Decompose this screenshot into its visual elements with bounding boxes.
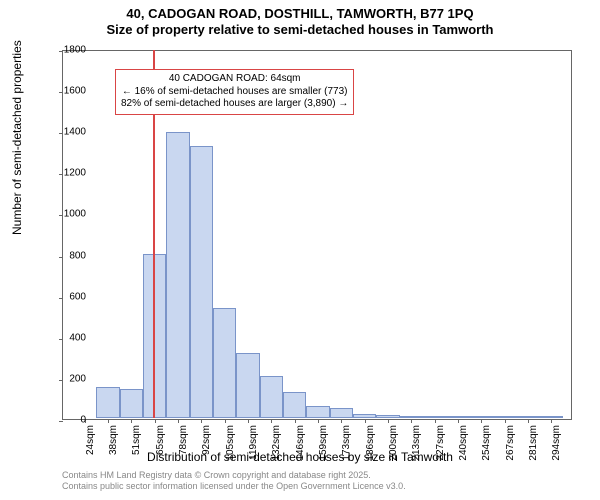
x-tick-mark	[178, 419, 179, 423]
annotation-line-2: ← 16% of semi-detached houses are smalle…	[121, 86, 348, 99]
x-tick-mark	[225, 419, 226, 423]
histogram-bar	[540, 416, 563, 418]
chart-title-sub: Size of property relative to semi-detach…	[0, 21, 600, 37]
x-tick-mark	[481, 419, 482, 423]
histogram-bar	[330, 408, 353, 418]
chart-area: 24sqm38sqm51sqm65sqm78sqm92sqm105sqm119s…	[62, 50, 572, 420]
annotation-line-1: 40 CADOGAN ROAD: 64sqm	[121, 73, 348, 86]
footer-attribution: Contains HM Land Registry data © Crown c…	[62, 470, 406, 492]
histogram-bar	[376, 415, 399, 418]
y-tick-label: 800	[50, 250, 86, 261]
x-tick-mark	[528, 419, 529, 423]
histogram-bar	[283, 392, 306, 418]
histogram-bar	[446, 416, 469, 418]
x-tick-mark	[248, 419, 249, 423]
histogram-bar	[400, 416, 423, 418]
x-tick-mark	[201, 419, 202, 423]
x-tick-mark	[295, 419, 296, 423]
histogram-bar	[190, 146, 213, 418]
histogram-bar	[236, 353, 259, 418]
y-axis-label: Number of semi-detached properties	[10, 40, 24, 235]
y-tick-label: 1000	[50, 209, 86, 220]
y-tick-label: 600	[50, 291, 86, 302]
footer-line-1: Contains HM Land Registry data © Crown c…	[62, 470, 406, 481]
annotation-box: 40 CADOGAN ROAD: 64sqm← 16% of semi-deta…	[115, 69, 354, 115]
x-tick-mark	[388, 419, 389, 423]
histogram-bar	[423, 416, 446, 418]
y-tick-label: 1200	[50, 168, 86, 179]
histogram-bar	[96, 387, 119, 418]
histogram-bar	[516, 416, 539, 418]
footer-line-2: Contains public sector information licen…	[62, 481, 406, 492]
y-tick-label: 200	[50, 373, 86, 384]
x-tick-mark	[505, 419, 506, 423]
y-tick-label: 1400	[50, 127, 86, 138]
histogram-bar	[213, 308, 236, 418]
x-tick-mark	[551, 419, 552, 423]
x-tick-mark	[155, 419, 156, 423]
histogram-bar	[470, 416, 493, 418]
x-tick-mark	[365, 419, 366, 423]
x-tick-mark	[271, 419, 272, 423]
x-tick-mark	[458, 419, 459, 423]
histogram-bar	[260, 376, 283, 418]
histogram-bar	[493, 416, 516, 418]
x-tick-mark	[108, 419, 109, 423]
histogram-bar	[120, 389, 143, 418]
chart-container: 40, CADOGAN ROAD, DOSTHILL, TAMWORTH, B7…	[0, 0, 600, 500]
x-axis-label: Distribution of semi-detached houses by …	[0, 450, 600, 464]
histogram-bar	[353, 414, 376, 418]
chart-title-main: 40, CADOGAN ROAD, DOSTHILL, TAMWORTH, B7…	[0, 0, 600, 21]
annotation-line-3: 82% of semi-detached houses are larger (…	[121, 98, 348, 111]
x-tick-mark	[341, 419, 342, 423]
histogram-bar	[166, 132, 189, 418]
x-tick-mark	[435, 419, 436, 423]
y-tick-label: 0	[50, 415, 86, 426]
y-tick-label: 400	[50, 332, 86, 343]
y-tick-label: 1600	[50, 86, 86, 97]
histogram-bar	[306, 406, 329, 418]
plot-region: 24sqm38sqm51sqm65sqm78sqm92sqm105sqm119s…	[62, 50, 572, 420]
x-tick-mark	[318, 419, 319, 423]
x-tick-mark	[411, 419, 412, 423]
y-tick-label: 1800	[50, 45, 86, 56]
x-tick-mark	[131, 419, 132, 423]
